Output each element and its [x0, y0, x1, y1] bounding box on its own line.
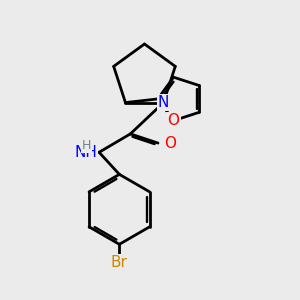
Text: Br: Br: [111, 255, 128, 270]
Text: N: N: [158, 95, 169, 110]
Text: H: H: [82, 139, 91, 152]
Text: NH: NH: [74, 145, 97, 160]
Text: O: O: [168, 113, 180, 128]
Text: O: O: [165, 136, 177, 151]
